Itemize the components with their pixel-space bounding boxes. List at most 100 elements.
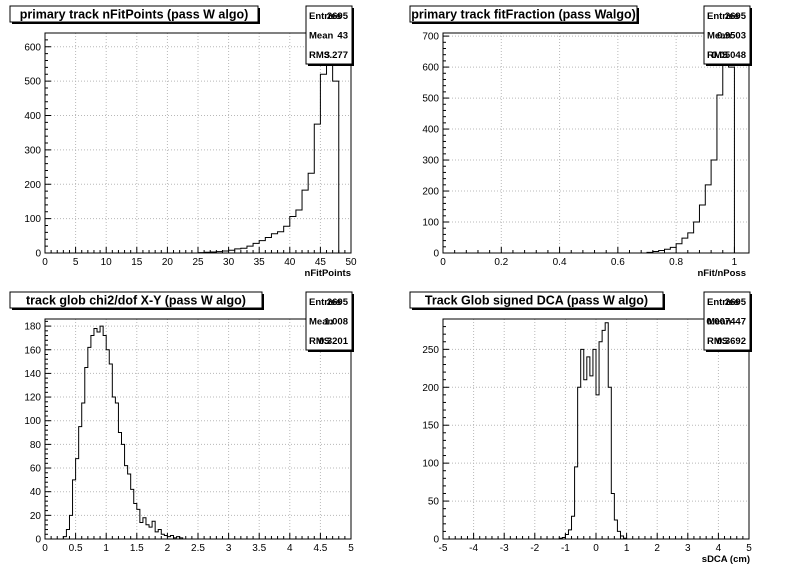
stats-value: 1.008 (324, 317, 348, 328)
stats-label: RMS (707, 50, 728, 61)
title-box (409, 5, 638, 23)
x-tick-label: 0 (593, 543, 599, 554)
x-tick-label: 1 (732, 257, 738, 268)
y-tick-label: 200 (422, 187, 439, 198)
y-tick-label: 40 (30, 487, 42, 498)
stats-label: Entries (309, 297, 341, 308)
x-tick-label: 3.5 (252, 543, 266, 554)
x-axis-label: sDCA (cm) (702, 554, 750, 565)
stats-label: Mean (309, 317, 333, 328)
y-tick-label: 100 (422, 459, 439, 470)
stats-value: 2695 (327, 11, 349, 22)
stats-label: RMS (707, 336, 728, 347)
plot-area (443, 33, 749, 253)
title-box (9, 5, 259, 23)
x-tick-label: 3 (226, 543, 232, 554)
x-tick-label: 1 (624, 543, 630, 554)
y-tick-label: 300 (24, 145, 41, 156)
x-tick-label: -2 (530, 543, 539, 554)
chart-title: primary track fitFraction (pass Walgo) (411, 8, 636, 22)
x-tick-label: 0.4 (553, 257, 567, 268)
stats-label: RMS (309, 50, 330, 61)
x-tick-label: -5 (439, 543, 448, 554)
y-tick-label: 400 (422, 125, 439, 136)
chart-title: track glob chi2/dof X-Y (pass W algo) (26, 294, 246, 308)
stats-box (703, 291, 751, 351)
x-tick-label: 10 (101, 257, 113, 268)
x-tick-label: 0 (42, 543, 48, 554)
x-tick-label: 5 (73, 257, 79, 268)
stats-value: 2695 (327, 297, 349, 308)
y-tick-label: 0 (433, 249, 439, 260)
stats-label: RMS (309, 336, 330, 347)
y-tick-label: 180 (24, 322, 41, 333)
nfitpoints-histogram-panel: 0 5 10 15 20 25 30 35 40 45 500100200300400500600n… (9, 5, 357, 279)
y-tick-label: 140 (24, 369, 41, 380)
chart-title: Track Glob signed DCA (pass W algo) (425, 294, 648, 308)
y-tick-label: 100 (422, 218, 439, 229)
x-tick-label: -1 (561, 543, 570, 554)
histogram-series (558, 322, 628, 539)
stats-box (305, 291, 353, 351)
x-tick-label: 4 (716, 543, 722, 554)
stats-value: 0.3201 (319, 336, 349, 347)
x-tick-label: 0.8 (669, 257, 683, 268)
x-tick-label: 5 (746, 543, 752, 554)
x-tick-label: -4 (469, 543, 478, 554)
stats-label: Mean (707, 317, 731, 328)
y-tick-label: 250 (422, 345, 439, 356)
x-tick-label: 0.5 (69, 543, 83, 554)
stats-value: 2695 (725, 11, 747, 22)
y-tick-label: 300 (422, 156, 439, 167)
stats-value: 0.3692 (717, 336, 746, 347)
x-tick-label: 15 (131, 257, 143, 268)
x-tick-label: 50 (345, 257, 357, 268)
stats-value: 3.277 (324, 50, 348, 61)
stats-value: 0.9503 (717, 31, 746, 42)
y-tick-label: 600 (422, 63, 439, 74)
y-tick-label: 150 (422, 421, 439, 432)
y-tick-label: 120 (24, 393, 41, 404)
x-tick-label: 2.5 (191, 543, 205, 554)
y-tick-label: 100 (24, 214, 41, 225)
stats-box (703, 5, 751, 65)
stats-value: 0.05048 (712, 50, 746, 61)
y-tick-label: 160 (24, 345, 41, 356)
y-tick-label: 0 (35, 249, 41, 260)
stats-label: Entries (707, 297, 739, 308)
x-axis-label: nFitPoints (305, 268, 351, 279)
chi2-histogram-panel: 0 0.5 1 1.5 2 2.5 3 3.5 4 4.5 5 0 20 40 60 80 100 120 140 1… (9, 291, 354, 554)
y-tick-label: 500 (24, 77, 41, 88)
y-tick-label: 200 (422, 383, 439, 394)
y-tick-label: 0 (35, 535, 41, 546)
y-tick-label: 500 (422, 94, 439, 105)
x-tick-label: 0 (42, 257, 48, 268)
y-tick-label: 700 (422, 32, 439, 43)
x-tick-label: 0.6 (611, 257, 625, 268)
stats-label: Mean (707, 31, 731, 42)
x-axis-label: nFit/nPoss (697, 268, 746, 279)
x-tick-label: 40 (284, 257, 296, 268)
stats-value: 2695 (725, 297, 747, 308)
x-tick-label: 35 (254, 257, 266, 268)
histogram-series (197, 35, 340, 254)
x-tick-label: 25 (192, 257, 204, 268)
histogram-series (62, 325, 184, 539)
x-tick-label: 45 (315, 257, 327, 268)
x-tick-label: 4 (287, 543, 293, 554)
fitfraction-histogram-panel: 0 0.2 0.4 0.6 0.8 1 0 100 200 300 400 500 600 700 nFit… (409, 5, 752, 279)
x-tick-label: 20 (162, 257, 174, 268)
plot-frame (442, 32, 750, 254)
y-tick-label: 80 (30, 440, 42, 451)
x-tick-label: -3 (500, 543, 509, 554)
chart-title: primary track nFitPoints (pass W algo) (20, 8, 249, 22)
x-tick-label: 0 (440, 257, 446, 268)
x-tick-label: 1.5 (130, 543, 144, 554)
y-tick-label: 200 (24, 180, 41, 191)
stats-label: Entries (707, 11, 739, 22)
histogram-series (646, 54, 735, 253)
x-tick-label: 1 (103, 543, 109, 554)
stats-value: 43 (337, 31, 348, 42)
